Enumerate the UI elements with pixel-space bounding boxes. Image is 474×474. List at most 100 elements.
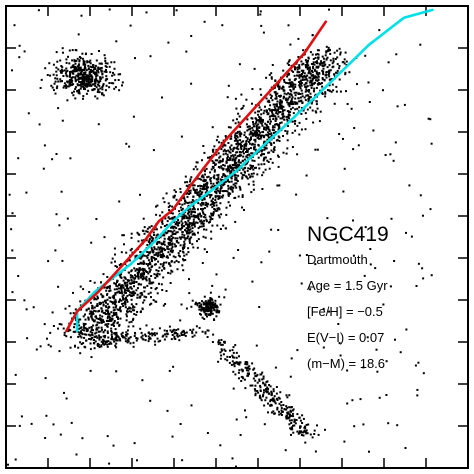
star-point <box>266 100 269 103</box>
star-point <box>298 106 301 109</box>
star-point <box>119 276 122 279</box>
star-point <box>106 78 109 81</box>
star-point <box>168 209 171 212</box>
star-point <box>249 168 252 170</box>
star-point <box>103 54 106 57</box>
star-point <box>182 251 185 254</box>
star-point <box>158 248 161 251</box>
star-point <box>186 202 189 204</box>
star-point <box>317 433 320 436</box>
star-point <box>200 309 203 312</box>
star-point <box>275 123 278 126</box>
star-point <box>83 77 86 80</box>
star-point <box>37 9 40 12</box>
star-point <box>276 184 279 187</box>
star-point <box>107 315 109 318</box>
star-point <box>252 123 255 126</box>
star-point <box>39 87 42 89</box>
star-point <box>294 129 297 132</box>
star-point <box>217 197 220 200</box>
star-point <box>306 61 309 64</box>
star-point <box>189 180 191 183</box>
star-point <box>321 78 324 81</box>
star-point <box>285 405 288 408</box>
star-point <box>191 201 194 204</box>
star-point <box>125 299 128 302</box>
star-point <box>266 131 269 134</box>
star-point <box>245 363 248 366</box>
star-point <box>132 345 135 348</box>
star-point <box>132 294 135 297</box>
star-point <box>217 161 220 164</box>
star-point <box>69 346 72 349</box>
star-point <box>101 73 104 75</box>
star-point <box>261 120 264 123</box>
star-point <box>105 66 108 68</box>
star-point <box>261 371 264 374</box>
star-point <box>276 112 279 115</box>
star-point <box>216 224 219 227</box>
star-point <box>226 180 229 183</box>
star-point <box>174 232 177 235</box>
star-point <box>305 88 308 91</box>
star-point <box>144 335 147 338</box>
star-point <box>331 83 334 86</box>
star-point <box>197 213 200 216</box>
star-point <box>128 321 131 324</box>
star-point <box>68 83 71 86</box>
star-point <box>150 281 153 284</box>
star-point <box>288 111 290 114</box>
star-point <box>96 97 99 100</box>
star-point <box>210 237 213 240</box>
star-point <box>99 303 101 306</box>
star-point <box>93 281 96 284</box>
star-point <box>245 123 248 126</box>
star-point <box>296 66 299 69</box>
star-point <box>110 333 113 336</box>
star-point <box>140 291 143 294</box>
star-point <box>212 176 215 178</box>
star-point <box>312 121 315 124</box>
star-point <box>298 100 301 103</box>
star-point <box>126 339 129 342</box>
star-point <box>130 320 133 323</box>
age-label: Age = 1.5 Gyr <box>307 278 388 293</box>
star-point <box>264 383 267 386</box>
star-point <box>256 390 259 392</box>
star-point <box>102 339 105 342</box>
star-point <box>113 340 116 343</box>
star-point <box>265 133 268 136</box>
star-point <box>118 284 121 287</box>
star-point <box>262 391 265 394</box>
star-point <box>78 63 81 66</box>
star-point <box>237 142 240 145</box>
star-point <box>300 430 303 433</box>
star-point <box>13 24 16 27</box>
star-point <box>362 423 365 426</box>
star-point <box>169 230 172 233</box>
star-point <box>298 430 301 433</box>
star-point <box>290 406 293 408</box>
star-point <box>118 337 121 340</box>
star-point <box>272 388 275 391</box>
star-point <box>72 83 75 86</box>
star-point <box>232 351 235 354</box>
star-point <box>168 253 171 256</box>
star-point <box>167 248 170 251</box>
star-point <box>206 432 209 434</box>
star-point <box>310 74 313 77</box>
star-point <box>216 159 219 162</box>
star-point <box>81 57 84 60</box>
star-point <box>262 136 265 139</box>
star-point <box>46 74 49 76</box>
star-point <box>11 291 14 294</box>
star-point <box>287 103 290 106</box>
star-point <box>197 218 200 221</box>
star-point <box>149 242 152 245</box>
star-point <box>266 110 268 112</box>
star-point <box>219 303 222 306</box>
star-point <box>196 168 199 171</box>
star-point <box>328 64 331 67</box>
star-point <box>65 85 68 88</box>
star-point <box>282 109 285 112</box>
